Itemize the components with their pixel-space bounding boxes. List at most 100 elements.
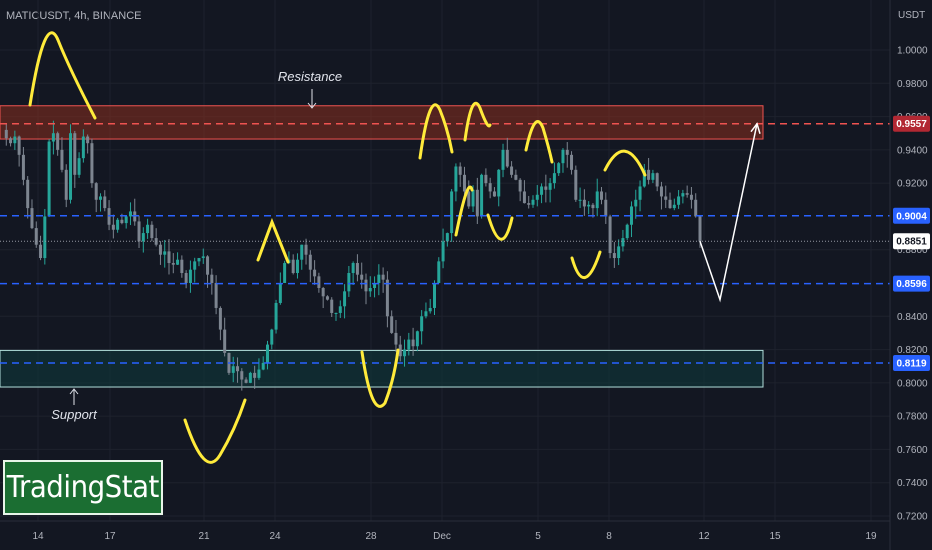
candle-body (244, 379, 248, 383)
candle-body (180, 259, 184, 274)
candle-body (188, 269, 192, 283)
candle-body (420, 316, 424, 332)
candle-body (659, 186, 663, 197)
candle-body (265, 344, 269, 363)
candle-body (308, 254, 312, 270)
current-price-tag (893, 233, 930, 250)
price-tick-label: 0.7800 (897, 412, 928, 423)
candle-body (360, 274, 364, 280)
candle-body (150, 224, 154, 239)
candle-body (21, 154, 25, 180)
resistance-arrowhead (307, 102, 317, 109)
price-tick-label: 0.8400 (897, 312, 928, 323)
resistance-label: Resistance (278, 69, 342, 84)
candle-body (47, 141, 51, 217)
candle-body (201, 256, 205, 259)
candle-body (604, 199, 608, 217)
candle-body (600, 191, 604, 200)
support-arrowhead (69, 388, 79, 395)
price-tick-label: 0.9800 (897, 79, 928, 90)
candle-body (621, 238, 625, 247)
candle-body (441, 241, 445, 262)
candle-body (167, 251, 171, 264)
candle-body (698, 216, 702, 242)
candle-body (467, 191, 471, 207)
candle-body (578, 199, 582, 201)
candle-body (184, 273, 188, 283)
candle-body (128, 211, 132, 217)
price-tick-label: 0.9400 (897, 145, 928, 156)
candle-body (321, 287, 325, 297)
candle-body (291, 259, 295, 274)
yellow-annotation (603, 149, 647, 177)
price-tags: 0.9557 0.9004 0.8596 0.8119 0.8851 (893, 115, 930, 372)
candle-body (86, 136, 90, 144)
candle-body (278, 283, 282, 303)
candle-body (510, 166, 514, 175)
candle-body (514, 174, 518, 180)
candle-body (137, 221, 141, 242)
candle-body (403, 349, 407, 357)
candle-body (146, 224, 150, 234)
candle-body (218, 307, 222, 330)
candle-body (116, 219, 120, 230)
candle-body (90, 143, 94, 184)
candle-body (351, 263, 355, 274)
level-price-label: 0.9004 (896, 211, 927, 222)
projection-path (699, 123, 758, 303)
candle-body (60, 149, 64, 170)
candle-body (34, 228, 38, 245)
annotations: Resistance Support (28, 31, 647, 464)
candle-body (651, 173, 655, 180)
zones (0, 105, 764, 388)
candle-body (582, 199, 586, 207)
candle-body (480, 174, 484, 217)
level-price-tag (893, 115, 930, 132)
price-tick-label: 0.8000 (897, 378, 928, 389)
yellow-annotation (463, 101, 492, 142)
candle-body (377, 274, 381, 283)
candle-body (231, 366, 235, 373)
candle-body (111, 224, 115, 230)
candle-body (214, 283, 218, 308)
candle-body (570, 154, 574, 170)
candle-body (176, 259, 180, 265)
candle-body (98, 196, 102, 200)
candle-body (591, 204, 595, 209)
yellow-annotation (183, 398, 247, 464)
grid (0, 0, 890, 521)
level-price-tag (893, 275, 930, 292)
price-tick-label: 1.0000 (897, 46, 928, 57)
candle-body (458, 166, 462, 175)
level-price-label: 0.8596 (896, 279, 927, 290)
time-tick-label: 17 (104, 531, 116, 542)
candle-body (26, 179, 30, 209)
candle-body (505, 149, 509, 167)
candle-body (39, 244, 43, 259)
candle-body (51, 133, 55, 142)
candle-body (368, 287, 372, 292)
time-tick-label: 5 (535, 531, 541, 542)
candle-body (270, 329, 274, 345)
candle-body (236, 366, 240, 372)
time-axis: 14 17 21 24 28 Dec 5 8 12 15 19 (32, 531, 877, 542)
time-tick-label: 19 (865, 531, 877, 542)
candle-body (223, 329, 227, 353)
candle-body (424, 311, 428, 317)
candle-body (253, 372, 257, 378)
level-price-tag (893, 207, 930, 224)
yellow-annotation (454, 185, 474, 237)
price-tick-label: 0.7600 (897, 445, 928, 456)
candle-body (492, 191, 496, 197)
candle-body (518, 179, 522, 192)
candle-body (411, 339, 415, 347)
candle-body (64, 169, 68, 200)
candle-body (672, 204, 676, 209)
time-tick-label: 24 (269, 531, 281, 542)
candle-body (668, 199, 672, 209)
candle-body (629, 206, 633, 225)
candle-body (77, 158, 81, 175)
chart-header: MATICUSDT, 4h, BINANCE (6, 10, 142, 22)
yellow-annotation (524, 120, 554, 164)
